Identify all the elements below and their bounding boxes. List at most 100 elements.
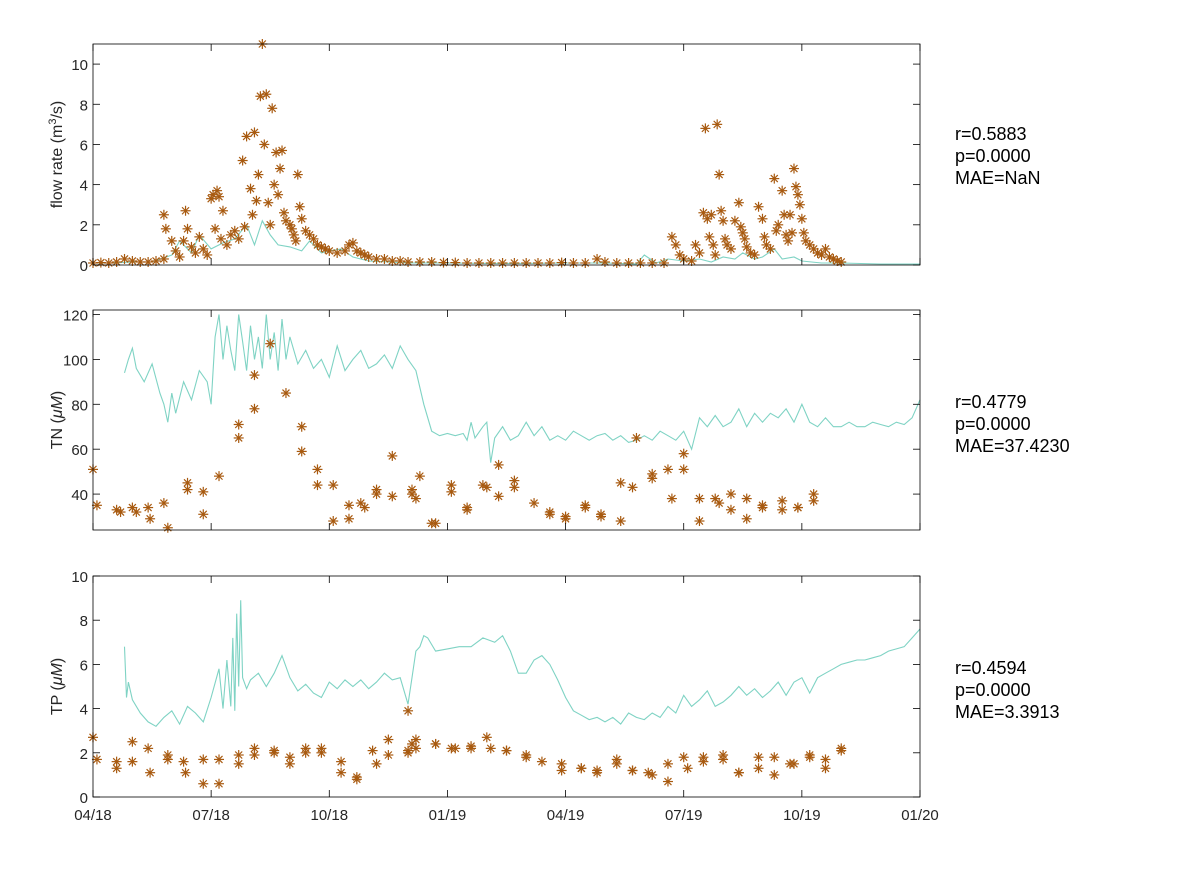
observed-point-marker [414,471,425,482]
marker-stroke [167,236,176,245]
marker-stroke [404,258,412,266]
marker-stroke [179,757,188,766]
marker-stroke [447,487,456,496]
marker-stroke [411,735,420,744]
observed-point-marker [704,231,715,242]
observed-point-marker [729,215,740,226]
marker-stroke [687,257,696,265]
observed-point-marker [635,257,646,268]
marker-stroke [664,465,672,474]
y-tick-label: 6 [80,657,88,674]
axes-box [92,43,921,266]
marker-stroke [695,517,704,525]
observed-point-marker [343,500,354,511]
observed-point-marker [473,257,484,268]
observed-point-marker [592,765,603,776]
marker-stroke [577,764,586,773]
marker-stroke [530,499,538,507]
observed-point-marker [788,758,799,769]
marker-stroke [736,222,745,231]
marker-stroke [833,257,842,265]
marker-stroke [280,208,288,217]
observed-point-marker [596,511,607,522]
marker-stroke [788,228,796,237]
marker-stroke [266,220,275,229]
marker-stroke [742,242,751,251]
marker-stroke [415,258,424,266]
marker-stroke [246,184,255,193]
observed-point-marker [690,239,701,250]
marker-stroke [333,249,342,257]
observed-point-marker [296,213,307,224]
y-axis-label: flow rate (m3/s) [47,101,66,208]
marker-stroke [254,170,263,179]
observed-point-marker [725,504,736,515]
y-axis-label: TP (μM) [49,658,66,715]
marker-stroke [799,228,808,237]
y-axis-label-sup: 3 [47,119,59,125]
marker-stroke [282,216,290,225]
marker-stroke [813,249,822,257]
observed-point-marker [316,747,327,758]
marker-stroke [801,236,810,245]
marker-stroke [486,744,495,753]
marker-stroke [93,755,101,764]
observed-point-marker [804,239,815,250]
observed-point-marker [280,388,291,399]
marker-stroke [388,492,397,501]
marker-stroke [195,232,204,241]
observed-point-marker [481,482,492,493]
observed-point-marker [259,139,270,150]
marker-stroke [329,517,338,525]
observed-point-marker [485,743,496,754]
observed-point-marker [580,257,591,268]
observed-point-marker [328,516,339,527]
observed-point-marker [521,257,532,268]
marker-stroke [348,238,357,247]
marker-stroke [217,234,225,243]
marker-stroke [408,490,416,499]
observed-point-marker [261,89,272,100]
observed-point-marker [804,750,815,761]
y-tick-label: 0 [80,790,88,807]
marker-stroke [786,210,794,219]
observed-point-marker [143,256,154,267]
marker-stroke [494,492,503,501]
marker-stroke [770,753,779,762]
observed-point-marker [769,769,780,780]
marker-stroke [709,240,718,249]
observed-point-marker [249,403,260,414]
observed-point-marker [178,235,189,246]
observed-point-marker [733,197,744,208]
observed-point-marker [383,750,394,761]
marker-stroke [159,499,168,507]
observed-point-marker [714,498,725,509]
marker-stroke [260,140,269,149]
y-axis-label: TN (μM) [49,391,66,450]
observed-point-marker [700,123,711,134]
marker-stroke [219,206,227,215]
observed-point-marker [162,522,173,533]
marker-stroke [766,245,775,253]
observed-point-marker [180,205,191,216]
observed-point-marker [785,209,796,220]
observed-point-marker [229,225,240,236]
marker-stroke [144,503,153,512]
marker-stroke [463,505,472,514]
observed-point-marker [741,513,752,524]
marker-stroke [699,757,708,766]
observed-point-marker [708,239,719,250]
marker-stroke [161,224,170,233]
marker-stroke [128,257,137,265]
marker-stroke [293,170,302,179]
marker-stroke [144,744,153,753]
observed-point-marker [674,249,685,260]
observed-point-marker [769,752,780,763]
marker-stroke [404,706,412,715]
marker-stroke [116,508,125,516]
observed-point-marker [127,255,138,266]
marker-stroke [199,510,208,519]
marker-stroke [837,258,846,266]
marker-stroke [191,249,200,257]
marker-stroke [317,242,326,251]
